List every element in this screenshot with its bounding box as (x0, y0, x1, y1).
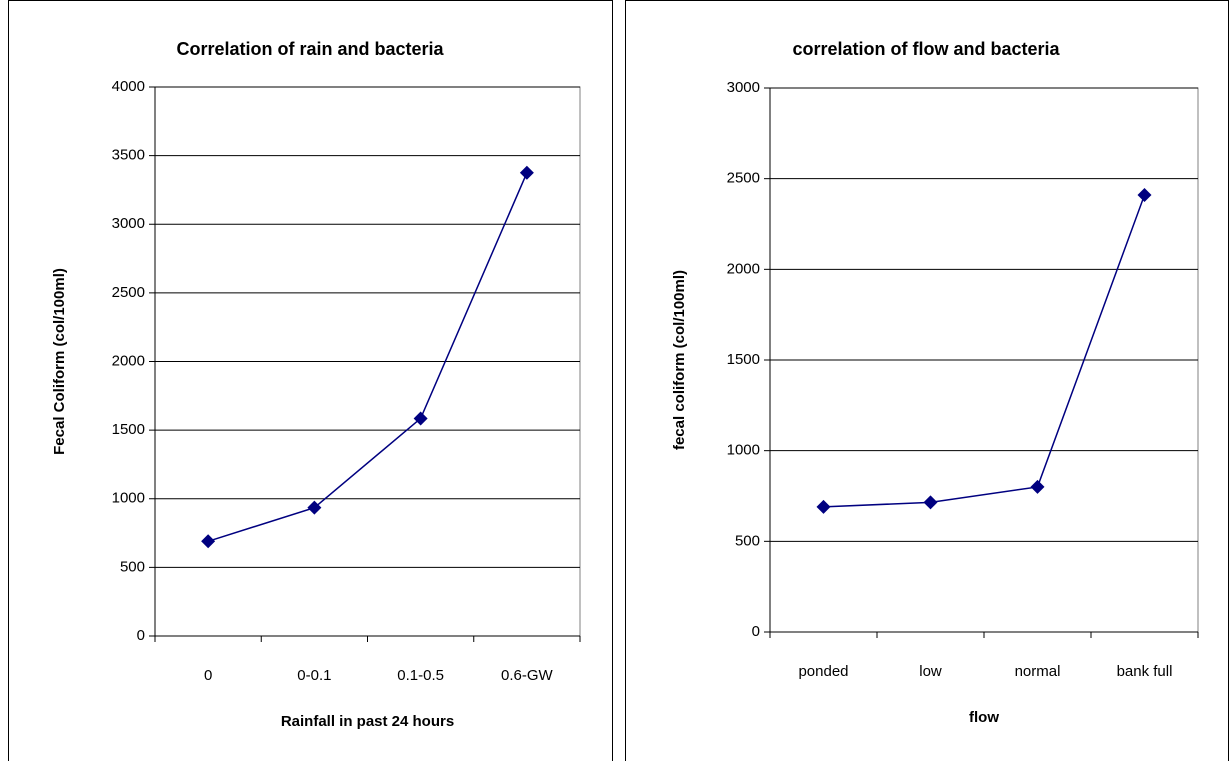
y-tick-label: 500 (735, 532, 760, 549)
x-axis-title: Rainfall in past 24 hours (281, 713, 454, 730)
y-tick-label: 1000 (112, 490, 145, 507)
y-tick-label: 1500 (727, 351, 760, 368)
marker (519, 165, 534, 180)
line (207, 172, 528, 543)
x-tick-label: 0.1-0.5 (397, 667, 444, 684)
y-axis-title: fecal coliform (col/100ml) (671, 270, 688, 450)
line (823, 194, 1146, 508)
panel-border (8, 0, 613, 761)
x-tick-label: 0 (204, 667, 212, 684)
x-tick-label: low (919, 663, 942, 680)
marker (1137, 187, 1152, 202)
y-tick-label: 2000 (727, 260, 760, 277)
marker (201, 534, 216, 549)
y-tick-label: 0 (752, 623, 760, 640)
y-tick-label: 2500 (112, 284, 145, 301)
x-tick-label: bank full (1117, 663, 1173, 680)
marker (307, 500, 322, 515)
y-tick-label: 1000 (727, 442, 760, 459)
y-tick-label: 0 (137, 627, 145, 644)
y-tick-label: 2500 (727, 170, 760, 187)
x-axis-title: flow (969, 709, 999, 726)
x-tick-label: 0-0.1 (297, 667, 331, 684)
y-tick-label: 500 (120, 558, 145, 575)
marker (816, 499, 831, 514)
y-tick-label: 1500 (112, 421, 145, 438)
x-tick-label: normal (1015, 663, 1061, 680)
y-tick-label: 4000 (112, 78, 145, 95)
y-tick-label: 3000 (112, 215, 145, 232)
x-tick-label: ponded (798, 663, 848, 680)
chart-title: correlation of flow and bacteria (792, 39, 1060, 59)
marker (923, 495, 938, 510)
chart-title: Correlation of rain and bacteria (176, 39, 444, 59)
x-tick-label: 0.6-GW (501, 667, 554, 684)
y-tick-label: 2000 (112, 352, 145, 369)
marker (413, 411, 428, 426)
y-tick-label: 3500 (112, 147, 145, 164)
panel-border (625, 0, 1229, 761)
y-axis-title: Fecal Coliform (col/100ml) (51, 268, 68, 455)
y-tick-label: 3000 (727, 79, 760, 96)
marker (1030, 479, 1045, 494)
